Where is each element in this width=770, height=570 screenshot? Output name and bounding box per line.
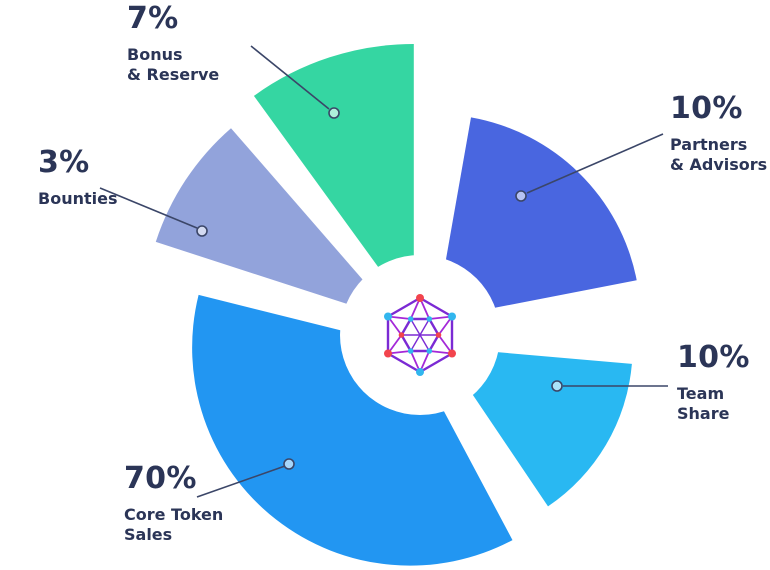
slice-percentage: 70% <box>124 461 197 496</box>
callout-lines-layer <box>99 45 668 498</box>
callout-bonus-reserve: 7% Bonus & Reserve <box>127 2 219 85</box>
slice-percentage: 10% <box>670 91 743 126</box>
slice-label-line: Bounties <box>38 189 118 208</box>
slice-label-line: Core Token <box>124 505 224 524</box>
slice-label: Bonus & Reserve <box>127 45 219 85</box>
callout-team-share: 10% Team Share <box>677 341 750 424</box>
slice-label: Core Token Sales <box>124 505 223 545</box>
slice-label-line: Share <box>677 404 730 423</box>
logo-vertex-dots <box>384 294 456 376</box>
leader-marker-partners-advisors <box>515 190 527 202</box>
leader-marker-team-share <box>551 380 563 392</box>
leader-line-core-token-sales <box>196 465 286 498</box>
slice-label: Partners & Advisors <box>670 135 767 175</box>
pie-slice-team-share <box>440 347 632 507</box>
leader-line-bonus-reserve <box>250 45 330 110</box>
slice-percentage: 10% <box>677 340 750 375</box>
callout-partners-advisors: 10% Partners & Advisors <box>670 92 767 175</box>
slice-label-line: Bonus <box>127 45 183 64</box>
pie-slice-bounties <box>155 128 399 321</box>
leader-line-bounties <box>99 187 198 229</box>
slice-label: Team Share <box>677 384 750 424</box>
brand-logo-icon <box>384 294 456 376</box>
callout-bounties: 3% Bounties <box>38 146 117 209</box>
pie-slice-core-token-sales <box>192 294 513 566</box>
pie-slice-bonus-reserve <box>253 43 414 316</box>
slice-label-line: Team <box>677 384 725 403</box>
slice-label-line: Partners <box>670 135 748 154</box>
slice-label-line: Sales <box>124 525 173 544</box>
slice-label: Bounties <box>38 189 117 209</box>
pie-slice-partners-advisors <box>435 117 637 320</box>
leader-line-partners-advisors <box>526 133 664 194</box>
leader-marker-core-token-sales <box>283 458 295 470</box>
leader-marker-bounties <box>196 225 208 237</box>
slice-percentage: 7% <box>127 1 179 36</box>
logo-cross-lines <box>401 318 439 352</box>
slice-label-line: & Reserve <box>127 65 220 84</box>
slice-percentage: 3% <box>38 145 90 180</box>
leader-marker-bonus-reserve <box>328 107 340 119</box>
pie-slices-layer <box>155 43 637 566</box>
slice-label-line: & Advisors <box>670 155 768 174</box>
callout-core-token-sales: 70% Core Token Sales <box>124 462 223 545</box>
